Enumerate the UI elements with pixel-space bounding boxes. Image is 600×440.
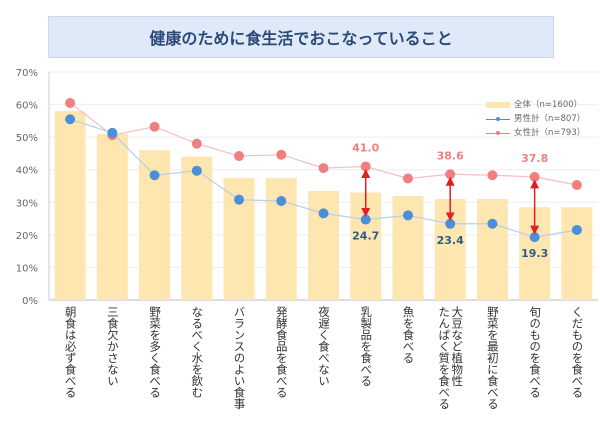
- male-point: [191, 165, 202, 176]
- male-point: [445, 218, 456, 229]
- female-point: [276, 149, 287, 160]
- bar: [561, 207, 593, 300]
- x-tick-label: 三食欠かさない: [105, 306, 120, 387]
- male-value-label: 19.3: [521, 247, 548, 260]
- x-tick-label: 野菜を多く食べる: [148, 306, 163, 398]
- female-point: [529, 171, 540, 182]
- male-value-label: 24.7: [352, 230, 379, 243]
- legend-label: 全体（n=1600）: [514, 100, 583, 110]
- x-tick-label: 夜遅く食べない: [317, 306, 331, 387]
- chart-title: 健康のために食生活でおこなっていること: [48, 16, 554, 58]
- legend-label: 女性計（n=793）: [514, 128, 586, 138]
- female-point: [318, 163, 329, 174]
- x-tick-label: 魚を食べる: [401, 306, 416, 364]
- male-point: [529, 232, 540, 243]
- male-point: [276, 195, 287, 206]
- y-tick-label: 40%: [16, 166, 38, 177]
- y-tick-label: 10%: [16, 263, 38, 274]
- female-point: [445, 169, 456, 180]
- legend-label: 男性計（n=807）: [514, 114, 586, 124]
- x-tick-label: 乳製品を食べる: [359, 306, 374, 387]
- male-point: [487, 218, 498, 229]
- male-point: [571, 224, 582, 235]
- female-point: [65, 97, 76, 108]
- female-point: [571, 180, 582, 191]
- female-point: [402, 173, 413, 184]
- legend-swatch-female: [486, 130, 510, 135]
- male-value-label: 23.4: [437, 234, 464, 247]
- x-tick-label: くだものを食べる: [570, 306, 585, 398]
- legend-item-male: 男性計（n=807）: [486, 112, 585, 126]
- legend: 全体（n=1600） 男性計（n=807） 女性計（n=793）: [486, 98, 585, 140]
- x-tick-label: 旬のものを食べる: [528, 306, 543, 398]
- bar: [181, 156, 213, 300]
- female-value-label: 37.8: [521, 152, 548, 165]
- y-tick-label: 30%: [16, 198, 38, 209]
- bar: [308, 190, 339, 300]
- bar: [476, 199, 508, 300]
- female-point: [191, 138, 202, 149]
- male-point: [318, 208, 329, 219]
- legend-swatch-bar: [486, 102, 510, 108]
- female-point: [487, 170, 498, 181]
- female-point: [234, 151, 245, 162]
- x-tick-label: バランスのよい食事: [232, 306, 247, 410]
- male-point: [107, 127, 118, 138]
- female-point: [149, 121, 160, 132]
- x-tick-label: なるべく水を飲む: [190, 306, 205, 398]
- y-tick-label: 70%: [16, 68, 38, 79]
- legend-item-total: 全体（n=1600）: [486, 98, 585, 112]
- y-tick-label: 60%: [16, 101, 38, 112]
- x-tick-label: 大豆など植物性 たんぱく質を食べる: [437, 306, 465, 410]
- x-tick-label: 野菜を最初に食べる: [485, 306, 500, 410]
- bar: [96, 133, 128, 300]
- bar: [54, 111, 86, 300]
- male-point: [234, 194, 245, 205]
- female-value-label: 41.0: [352, 141, 379, 154]
- male-point: [65, 114, 76, 125]
- female-value-label: 38.6: [437, 149, 464, 162]
- female-point: [360, 161, 371, 172]
- legend-item-female: 女性計（n=793）: [486, 126, 585, 140]
- y-tick-label: 20%: [16, 231, 38, 242]
- y-tick-label: 50%: [16, 133, 38, 144]
- y-tick-label: 0%: [22, 296, 38, 307]
- male-point: [360, 214, 371, 225]
- x-tick-label: 発酵食品を食べる: [274, 306, 289, 398]
- legend-swatch-male: [486, 116, 510, 121]
- x-tick-label: 朝食は必ず食べる: [63, 306, 78, 398]
- male-point: [402, 210, 413, 221]
- male-point: [149, 170, 160, 181]
